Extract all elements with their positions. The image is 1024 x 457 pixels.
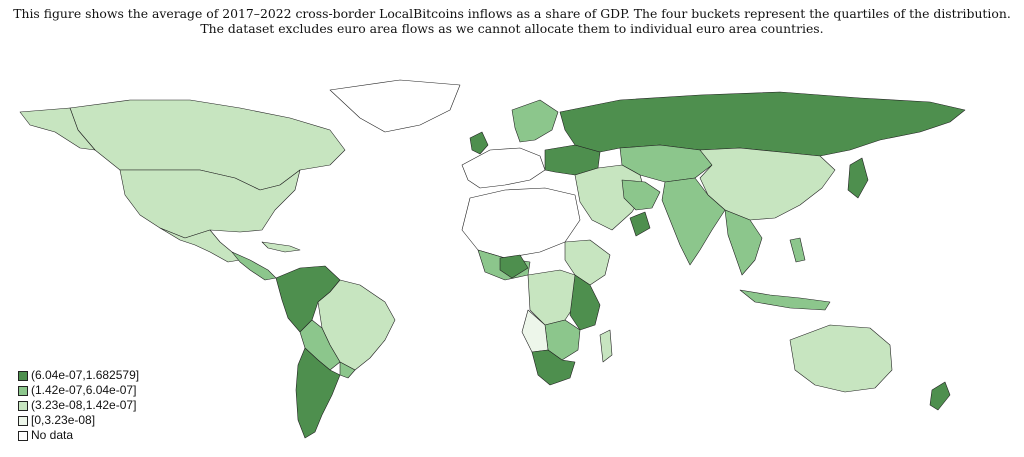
region-north-africa bbox=[461, 187, 581, 259]
region-russia bbox=[559, 91, 966, 157]
legend-item: (6.04e-07,1.682579] bbox=[18, 368, 139, 383]
legend-swatch-q2 bbox=[18, 400, 28, 411]
region-united-kingdom bbox=[469, 131, 489, 155]
region-iran bbox=[621, 179, 661, 211]
legend-label: (1.42e-07,6.04e-07] bbox=[31, 383, 137, 397]
map-legend: (6.04e-07,1.682579] (1.42e-07,6.04e-07] … bbox=[18, 368, 139, 443]
region-japan bbox=[847, 157, 869, 199]
legend-swatch-q3 bbox=[18, 385, 28, 396]
region-caribbean bbox=[261, 241, 301, 253]
region-new-zealand bbox=[929, 381, 951, 411]
region-mexico bbox=[159, 227, 241, 263]
region-china-mongolia bbox=[699, 147, 836, 221]
legend-item: (3.23e-08,1.42e-07] bbox=[18, 398, 139, 413]
map-caption: This figure shows the average of 2017–20… bbox=[0, 6, 1024, 36]
caption-line-2: The dataset excludes euro area flows as … bbox=[200, 21, 824, 36]
region-india bbox=[661, 177, 726, 266]
region-central-america bbox=[231, 251, 277, 281]
legend-item: [0,3.23e-08] bbox=[18, 413, 139, 428]
legend-label: [0,3.23e-08] bbox=[31, 413, 96, 427]
world-choropleth-map bbox=[19, 79, 966, 439]
region-united-states bbox=[119, 169, 301, 239]
region-australia bbox=[789, 324, 893, 393]
region-oman bbox=[629, 211, 651, 237]
legend-item: (1.42e-07,6.04e-07] bbox=[18, 383, 139, 398]
region-southern-cone bbox=[295, 347, 341, 439]
region-greenland bbox=[329, 79, 461, 133]
caption-line-1: This figure shows the average of 2017–20… bbox=[13, 6, 1011, 21]
region-east-africa bbox=[564, 239, 611, 286]
legend-label: No data bbox=[31, 428, 74, 442]
legend-label: (3.23e-08,1.42e-07] bbox=[31, 398, 137, 412]
legend-item: No data bbox=[18, 428, 139, 443]
region-south-africa bbox=[531, 349, 576, 386]
region-southeast-asia bbox=[724, 209, 763, 276]
region-philippines bbox=[789, 237, 806, 263]
legend-swatch-q4 bbox=[18, 370, 28, 381]
region-madagascar bbox=[599, 329, 613, 363]
region-scandinavia bbox=[511, 99, 559, 143]
region-uruguay bbox=[339, 361, 356, 379]
region-alaska bbox=[19, 107, 96, 151]
region-western-europe bbox=[461, 147, 546, 189]
legend-label: (6.04e-07,1.682579] bbox=[31, 368, 140, 382]
region-indonesia bbox=[739, 289, 831, 311]
region-nigeria bbox=[499, 254, 529, 279]
legend-swatch-no-data bbox=[18, 430, 28, 441]
region-kenya-tanzania bbox=[569, 274, 601, 331]
legend-swatch-q1 bbox=[18, 415, 28, 426]
